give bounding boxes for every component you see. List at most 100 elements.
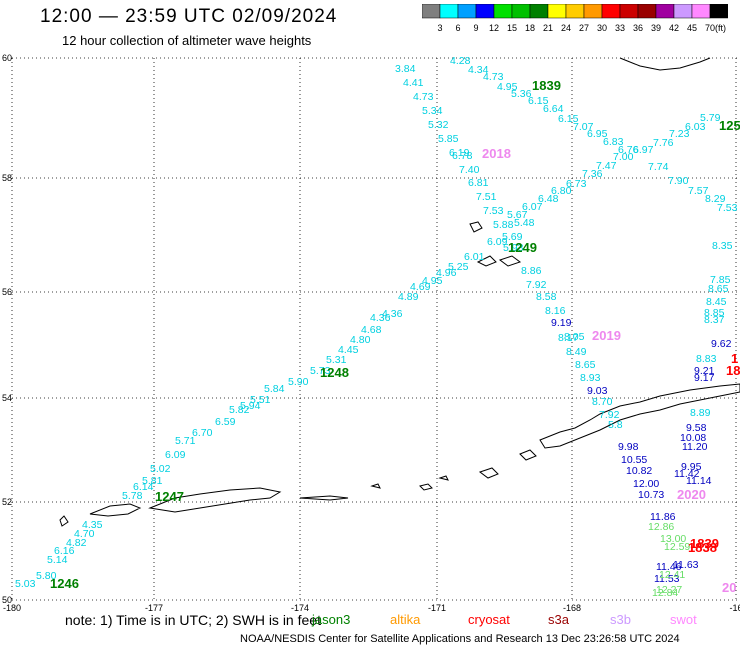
lon-tick-label: -180 [3,603,21,613]
swh-label: 6.09 [165,449,186,461]
swh-label: 8.65 [575,359,596,371]
swh-label: 10.73 [638,489,664,501]
swh-label: 7.47 [596,160,617,172]
swh-label: 11.46 [656,561,682,573]
note-text: note: 1) Time is in UTC; 2) SWH is in fe… [65,612,321,628]
swh-label: 9.58 [686,422,707,434]
coastline-islands [59,57,740,527]
swh-label: 5.48 [514,217,535,229]
coastline [370,483,381,489]
swh-label: 12.41 [659,569,685,581]
legend-label: 36 [633,23,643,33]
swh-label: 11.14 [686,475,712,487]
swh-label: 11.42 [674,468,700,480]
coastline [519,449,537,461]
swh-label: 5.03 [15,578,36,590]
track-time-label: 2020 [677,487,706,502]
legend-label: 42 [669,23,679,33]
swh-label: 6.03 [685,121,706,133]
track-time-label: 1839 [690,536,719,551]
swh-label: 5.80 [36,570,57,582]
lon-tick-label: -16 [729,603,740,613]
lat-tick-label: 60 [2,53,12,63]
track-time-label: 18 [726,363,740,378]
swh-label: 7.92 [526,279,547,291]
lon-tick-label: -177 [145,603,163,613]
coastline [619,57,711,71]
swh-label: 6.48 [538,193,559,205]
swh-label: 5.36 [511,88,532,100]
swh-label: 10.08 [680,432,706,444]
swh-label: 10.82 [626,465,652,477]
swh-label: 7.90 [668,175,689,187]
swh-label: 11.63 [673,559,699,571]
coastline [299,495,349,501]
swh-label: 4.95 [422,275,443,287]
swh-label: 8.86 [521,265,542,277]
lon-tick-label: -171 [428,603,446,613]
swh-label: 5.8 [608,419,623,431]
swh-label: 6.59 [215,416,236,428]
swh-label: 6.07 [522,201,543,213]
swh-label: 8.58 [536,291,557,303]
swh-label: 5.79 [700,112,721,124]
legend-label: 30 [597,23,607,33]
swh-label: 4.34 [468,64,489,76]
legend-label: 39 [651,23,661,33]
swh-label: 7.51 [476,191,497,203]
swh-label: 6.70 [192,427,213,439]
swh-label: 7.53 [483,205,504,217]
swh-label: 5.93 [503,242,524,254]
swh-label: 6.64 [543,103,564,115]
swh-label: 13.00 [660,533,686,545]
track-time-label: 1 [731,351,738,366]
track-time-label: 20 [722,580,736,595]
swh-label: 4.89 [398,291,419,303]
legend-swatch [709,4,728,19]
legend-label: 70 [705,23,715,33]
swh-label: 8.83 [696,353,717,365]
swh-label: 8.05 [564,331,585,343]
swh-label: 4.45 [338,344,359,356]
coastline [476,255,497,267]
lat-tick-label: 52 [2,497,12,507]
track-time-label: 1838 [688,540,717,555]
swh-label: 5.88 [493,219,514,231]
satellite-label: swot [670,612,697,627]
track-time-label: 1247 [155,489,184,504]
coastline [419,483,433,491]
swh-label: 8.29 [705,193,726,205]
swh-label: 6.16 [54,545,75,557]
swh-label: 9.62 [711,338,732,350]
swh-label: 12.86 [648,521,674,533]
swh-label: 8.37 [704,314,725,326]
swh-label: 5.94 [240,400,261,412]
swh-label: 4.70 [74,528,95,540]
swh-label: 8.35 [712,240,733,252]
swh-label: 6.81 [468,177,489,189]
legend-label: 9 [473,23,478,33]
swh-label: 7.85 [710,274,731,286]
swh-label: 6.95 [587,128,608,140]
swh-label: 6.15 [558,113,579,125]
swh-label: 5.82 [229,404,250,416]
legend-label: 21 [543,23,553,33]
swh-label: 8.45 [706,296,727,308]
track-time-label: 125 [719,118,740,133]
swh-label: 4.82 [66,537,87,549]
satellite-label: cryosat [468,612,510,627]
swh-label: 5.31 [326,354,347,366]
swh-label: 5.69 [502,231,523,243]
track-time-label: 1248 [320,365,349,380]
swh-label: 6.09 [487,236,508,248]
swh-label: 6.15 [528,95,549,107]
track-time-label: 2019 [592,328,621,343]
legend-label: 45 [687,23,697,33]
swh-label: 4.36 [382,308,403,320]
legend-label: 12 [489,23,499,33]
lon-tick-label: -168 [563,603,581,613]
swh-label: 5.90 [288,376,309,388]
swh-label: 6.01 [464,251,485,263]
swh-label: 7.23 [669,128,690,140]
legend-label: 6 [455,23,460,33]
